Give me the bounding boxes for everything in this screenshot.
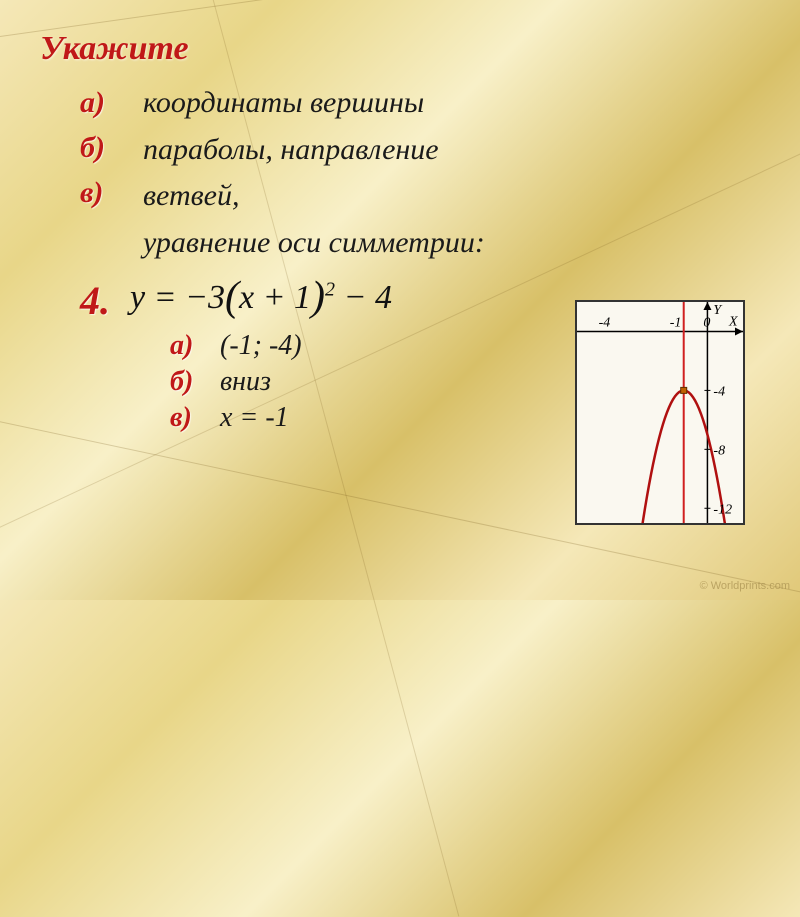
eq-lhs: y — [130, 279, 145, 316]
svg-text:-8: -8 — [713, 443, 725, 458]
svg-text:-1: -1 — [670, 315, 682, 330]
eq-open: ( — [225, 274, 239, 320]
eq-exp: 2 — [325, 278, 335, 300]
q-line-3: ветвей, — [143, 173, 485, 220]
parabola-graph: YX-4-10-4-8-12 — [577, 302, 743, 523]
question-letters-col: а) б) в) — [80, 80, 125, 215]
graph-panel: YX-4-10-4-8-12 — [575, 300, 745, 525]
q-letter-a: а) — [80, 80, 125, 125]
svg-text:-4: -4 — [599, 315, 611, 330]
watermark: © Worldprints.com — [700, 580, 790, 592]
q-letter-v: в) — [80, 170, 125, 215]
svg-text:-4: -4 — [713, 384, 725, 399]
q-line-1: координаты вершины — [143, 80, 485, 127]
svg-text:-12: -12 — [713, 502, 732, 517]
problem-number: 4. — [80, 277, 110, 324]
ans-letter-v: в) — [170, 402, 220, 434]
ans-letter-a: а) — [170, 330, 220, 362]
question-text: координаты вершины параболы, направление… — [143, 80, 485, 266]
svg-text:X: X — [728, 314, 738, 329]
eq-close: ) — [311, 274, 325, 320]
page-title: Укажите — [40, 30, 760, 68]
q-letter-b: б) — [80, 125, 125, 170]
question-block: а) б) в) координаты вершины параболы, на… — [80, 80, 760, 266]
eq-inner: x + 1 — [239, 279, 311, 316]
ans-text-b: вниз — [220, 366, 271, 398]
ans-text-v: x = -1 — [220, 402, 289, 434]
ans-text-a: (-1; -4) — [220, 330, 302, 362]
q-line-4: уравнение оси симметрии: — [143, 220, 485, 267]
q-line-2: параболы, направление — [143, 127, 485, 174]
equation: y = −3(x + 1)2 − 4 — [130, 276, 392, 324]
eq-eq: = — [145, 279, 185, 316]
svg-text:0: 0 — [703, 315, 710, 330]
ans-letter-b: б) — [170, 366, 220, 398]
eq-a: −3 — [185, 279, 225, 316]
eq-tail: − 4 — [335, 279, 392, 316]
